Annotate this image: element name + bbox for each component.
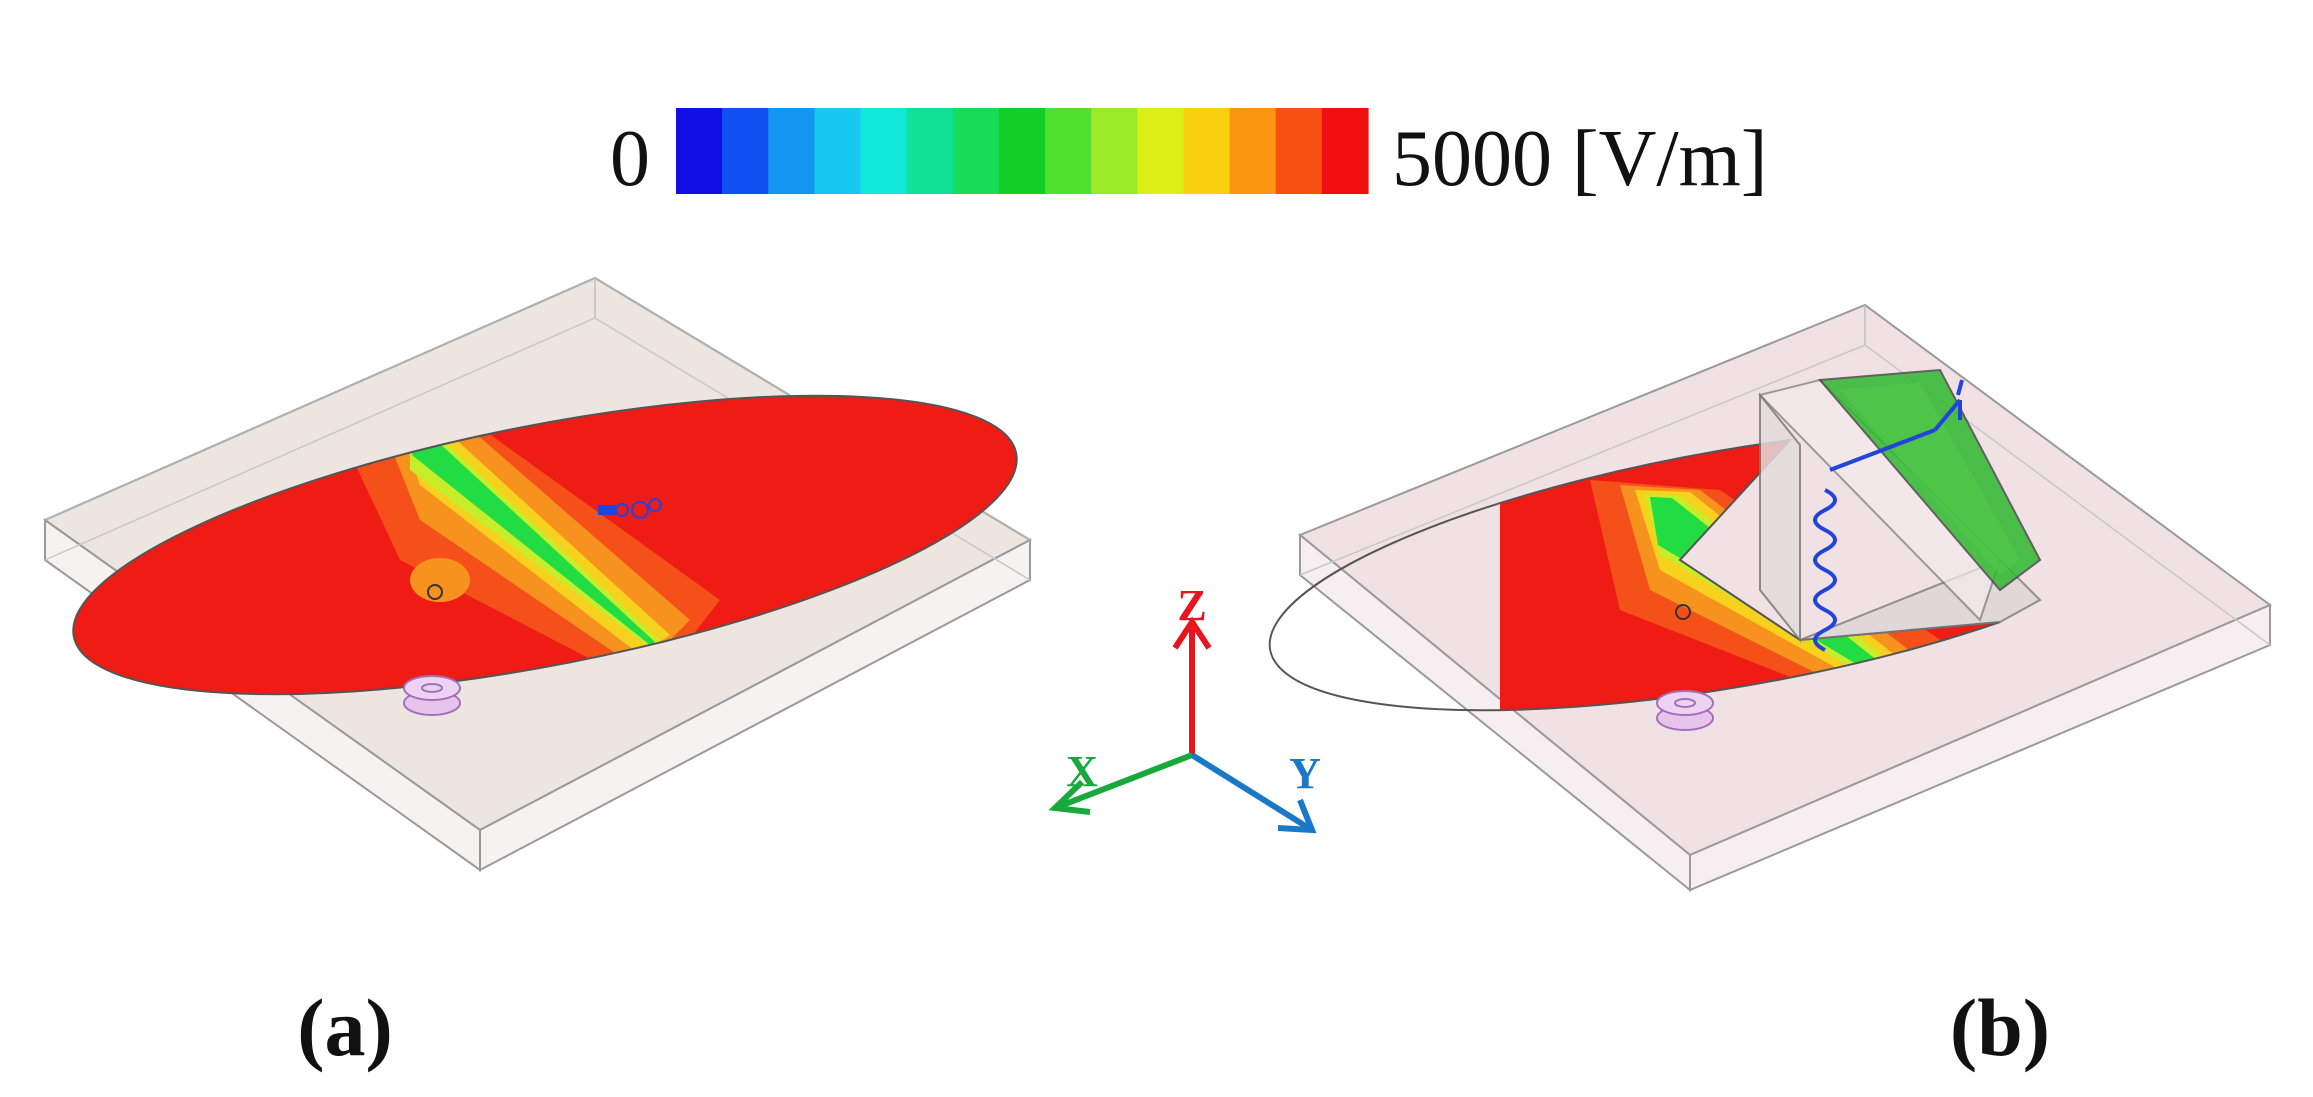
- connector-b: [1656, 690, 1714, 731]
- connector-a: [403, 675, 461, 716]
- x-axis-arrowhead: [1048, 779, 1091, 815]
- patch-outline-b: [1268, 438, 2001, 712]
- panel-a-model: [42, 276, 1033, 872]
- colorbar-segment: [676, 108, 723, 194]
- colorbar-segment: [952, 108, 1000, 194]
- colorbar-segment: [1091, 108, 1138, 194]
- patch-field-a: [73, 379, 1017, 711]
- y-axis-line: [1190, 752, 1314, 833]
- colorbar: 0 5000 [V/m]: [610, 108, 1768, 203]
- feed-point-a: [427, 584, 443, 600]
- y-axis-label: Y: [1289, 749, 1321, 798]
- colorbar-min-label: 0: [610, 115, 650, 203]
- colorbar-segment: [1183, 108, 1231, 194]
- y-axis-arrowhead: [1277, 798, 1317, 834]
- patch-outline-a: [72, 394, 1018, 696]
- panel-label-b: (b): [1950, 982, 2050, 1073]
- z-axis-arrowhead: [1172, 616, 1212, 650]
- colorbar-segment: [1229, 108, 1277, 194]
- z-axis-label: Z: [1177, 581, 1206, 630]
- panel-label-a: (a): [297, 982, 393, 1073]
- colorbar-segment: [860, 108, 908, 194]
- colorbar-segment: [906, 108, 954, 194]
- colorbar-segment: [1321, 108, 1369, 194]
- coordinate-axes: Z X Y: [1048, 581, 1321, 834]
- shorting-pins-a: [598, 498, 662, 519]
- x-axis-label: X: [1066, 747, 1098, 796]
- panel-b-model: [1268, 303, 2272, 893]
- feed-point-b: [1675, 604, 1691, 620]
- coil-structure-b: [1813, 379, 1964, 652]
- colorbar-segment: [998, 108, 1046, 194]
- colorbar-segment: [1045, 108, 1092, 194]
- colorbar-segment: [1275, 108, 1323, 194]
- colorbar-max-label: 5000 [V/m]: [1392, 115, 1768, 203]
- colorbar-segment: [768, 108, 815, 194]
- colorbar-segment: [814, 108, 862, 194]
- colorbar-segment: [1137, 108, 1185, 194]
- colorbar-gradient: [676, 108, 1369, 194]
- x-axis-line: [1053, 752, 1194, 811]
- colorbar-segment: [722, 108, 769, 194]
